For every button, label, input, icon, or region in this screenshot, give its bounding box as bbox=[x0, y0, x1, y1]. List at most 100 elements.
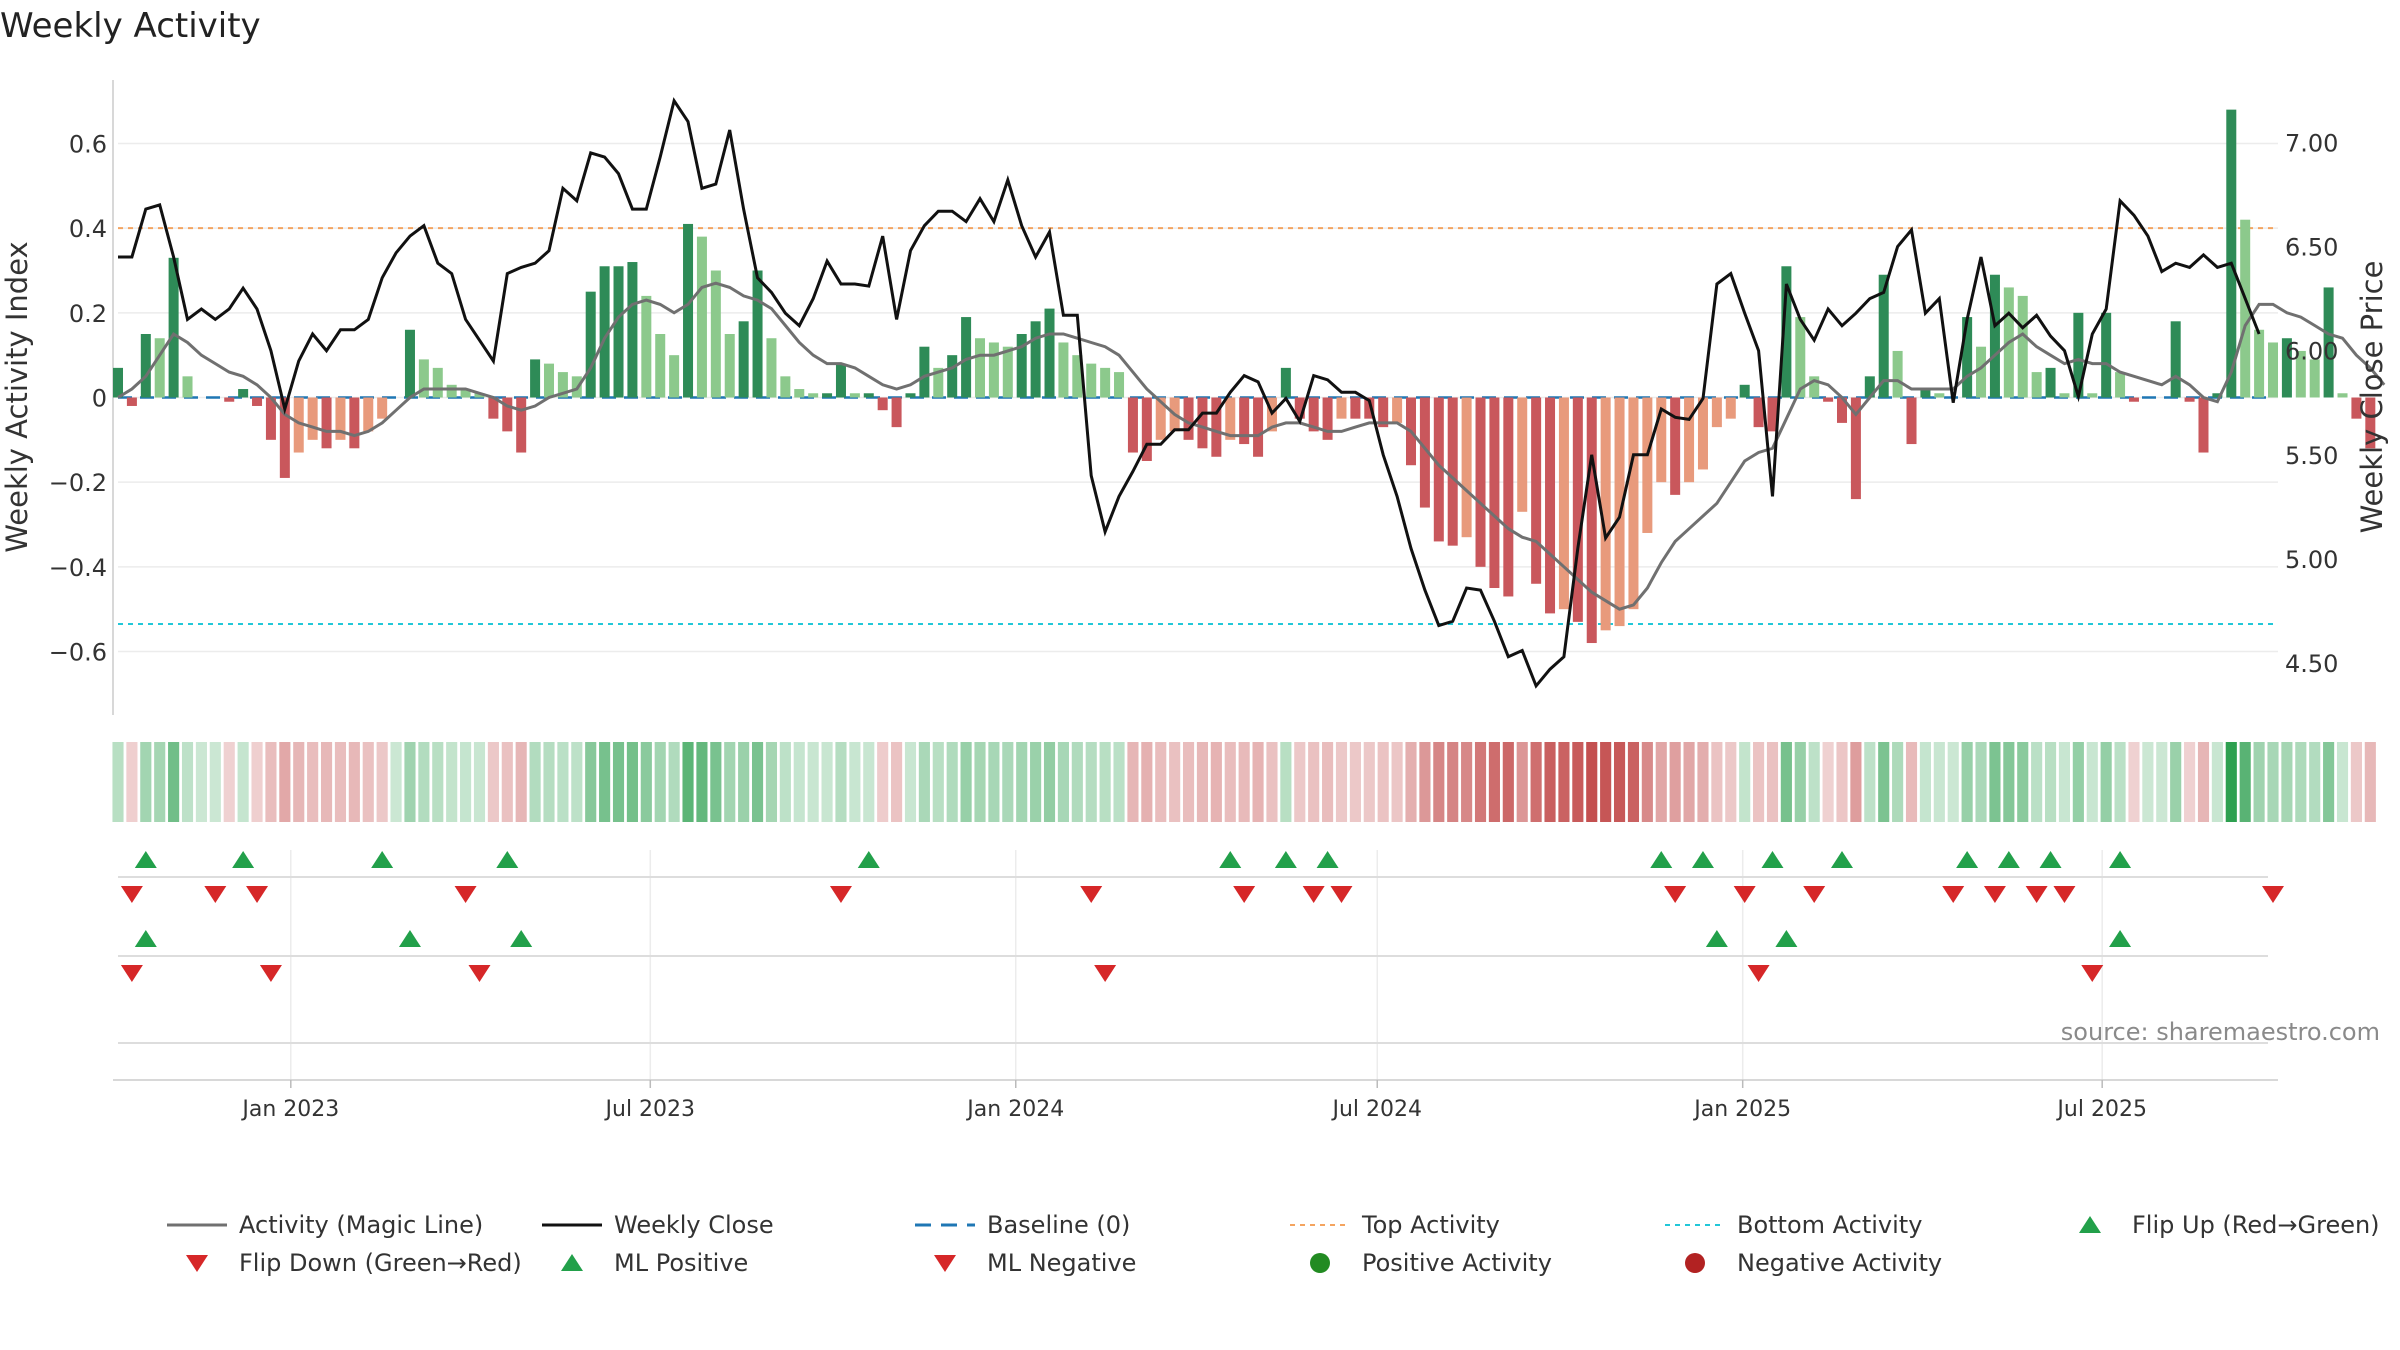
flip-up-marker bbox=[371, 851, 394, 868]
activity-bar bbox=[1350, 397, 1361, 419]
heat-cell bbox=[2114, 742, 2126, 822]
activity-bar bbox=[1322, 397, 1333, 440]
ml-positive-marker bbox=[398, 930, 421, 947]
activity-bar bbox=[1670, 397, 1681, 495]
activity-bar bbox=[557, 372, 568, 398]
flip-down-marker bbox=[246, 886, 269, 903]
heat-cell bbox=[2350, 742, 2362, 822]
legend-label: Negative Activity bbox=[1737, 1249, 1942, 1277]
activity-bar bbox=[1211, 397, 1222, 457]
heat-cell bbox=[599, 742, 611, 822]
activity-bar bbox=[1489, 397, 1500, 588]
magic-line bbox=[117, 281, 2386, 611]
activity-bar bbox=[2212, 393, 2223, 398]
activity-bar bbox=[1572, 397, 1583, 622]
activity-bar bbox=[1600, 397, 1611, 631]
activity-heatmap-strip bbox=[112, 742, 2376, 822]
activity-bar bbox=[502, 397, 513, 432]
left-tick-label: 0.2 bbox=[69, 300, 107, 328]
heat-cell bbox=[682, 742, 694, 822]
activity-bar bbox=[1558, 397, 1569, 610]
activity-bar bbox=[1809, 376, 1820, 398]
heat-cell bbox=[1780, 742, 1792, 822]
heat-cell bbox=[1085, 742, 1097, 822]
heat-cell bbox=[265, 742, 277, 822]
activity-bar bbox=[252, 397, 263, 406]
heat-cell bbox=[891, 742, 903, 822]
heat-cell bbox=[1655, 742, 1667, 822]
ml-negative-marker bbox=[468, 965, 491, 982]
heat-cell bbox=[1057, 742, 1069, 822]
heat-cell bbox=[2336, 742, 2349, 822]
ml-negative-marker bbox=[1094, 965, 1117, 982]
heat-cell bbox=[1127, 742, 1139, 822]
heat-cell bbox=[251, 742, 263, 822]
activity-bar bbox=[1044, 308, 1055, 398]
signal-markers bbox=[120, 851, 2284, 982]
legend-swatch-up-triangle bbox=[2079, 1216, 2101, 1233]
heat-cell bbox=[307, 742, 319, 822]
activity-bar bbox=[1767, 397, 1778, 432]
heat-cell bbox=[738, 742, 750, 822]
left-tick-label: 0 bbox=[92, 385, 107, 413]
heat-cell bbox=[1474, 742, 1487, 822]
activity-bar bbox=[516, 397, 527, 453]
heat-cell bbox=[1558, 742, 1570, 822]
heat-cell bbox=[1141, 742, 1153, 822]
activity-bar bbox=[766, 338, 777, 398]
legend-label: Flip Up (Red→Green) bbox=[2132, 1211, 2380, 1239]
activity-bar bbox=[154, 338, 165, 398]
heat-cell bbox=[1043, 742, 1056, 822]
flip-down-marker bbox=[1942, 886, 1965, 903]
activity-bar bbox=[530, 359, 541, 398]
legend-swatch-down-triangle bbox=[934, 1255, 956, 1272]
heat-cell bbox=[751, 742, 764, 822]
activity-bar bbox=[1836, 397, 1848, 423]
activity-bar bbox=[265, 397, 276, 440]
legend-item-bottom: Bottom Activity bbox=[1665, 1211, 1922, 1239]
flip-up-marker bbox=[1650, 851, 1673, 868]
heat-cell bbox=[1572, 742, 1584, 822]
legend-label: Bottom Activity bbox=[1737, 1211, 1922, 1239]
heat-cell bbox=[1016, 742, 1028, 822]
heat-cell bbox=[612, 742, 625, 822]
activity-bar bbox=[585, 291, 596, 398]
heat-cell bbox=[1669, 742, 1681, 822]
activity-bar bbox=[961, 317, 972, 398]
activity-bar bbox=[335, 397, 346, 440]
flip-up-marker bbox=[134, 851, 157, 868]
heat-cell bbox=[1753, 742, 1765, 822]
heat-cell bbox=[557, 742, 569, 822]
activity-bar bbox=[1934, 393, 1945, 398]
activity-bar bbox=[1225, 397, 1236, 440]
activity-bar bbox=[2240, 219, 2251, 398]
activity-bar bbox=[1475, 397, 1486, 567]
activity-bar bbox=[1447, 397, 1458, 546]
legend-label: Top Activity bbox=[1361, 1211, 1500, 1239]
activity-bar bbox=[1294, 397, 1305, 419]
activity-bar bbox=[1141, 397, 1152, 461]
activity-bar bbox=[2073, 312, 2084, 398]
heat-cell bbox=[126, 742, 138, 822]
right-tick-label: 4.50 bbox=[2285, 650, 2338, 678]
close-line-layer bbox=[118, 97, 2261, 689]
left-tick-label: −0.4 bbox=[49, 554, 107, 582]
activity-bar bbox=[1684, 397, 1695, 483]
legend-item-flipdown: Flip Down (Green→Red) bbox=[186, 1249, 522, 1277]
flip-down-marker bbox=[1330, 886, 1353, 903]
heat-cell bbox=[320, 742, 333, 822]
ml-positive-marker bbox=[510, 930, 533, 947]
heat-cell bbox=[710, 742, 722, 822]
flip-down-marker bbox=[1302, 886, 1325, 903]
activity-bar bbox=[724, 334, 735, 398]
activity-bar bbox=[641, 295, 652, 398]
heat-cell bbox=[779, 742, 791, 822]
left-tick-label: 0.6 bbox=[69, 131, 107, 159]
heat-cell bbox=[404, 742, 416, 822]
flip-down-marker bbox=[1803, 886, 1826, 903]
heat-cell bbox=[2253, 742, 2265, 822]
activity-bar bbox=[1308, 397, 1319, 432]
activity-bar bbox=[140, 334, 151, 398]
flip-down-marker bbox=[1080, 886, 1103, 903]
